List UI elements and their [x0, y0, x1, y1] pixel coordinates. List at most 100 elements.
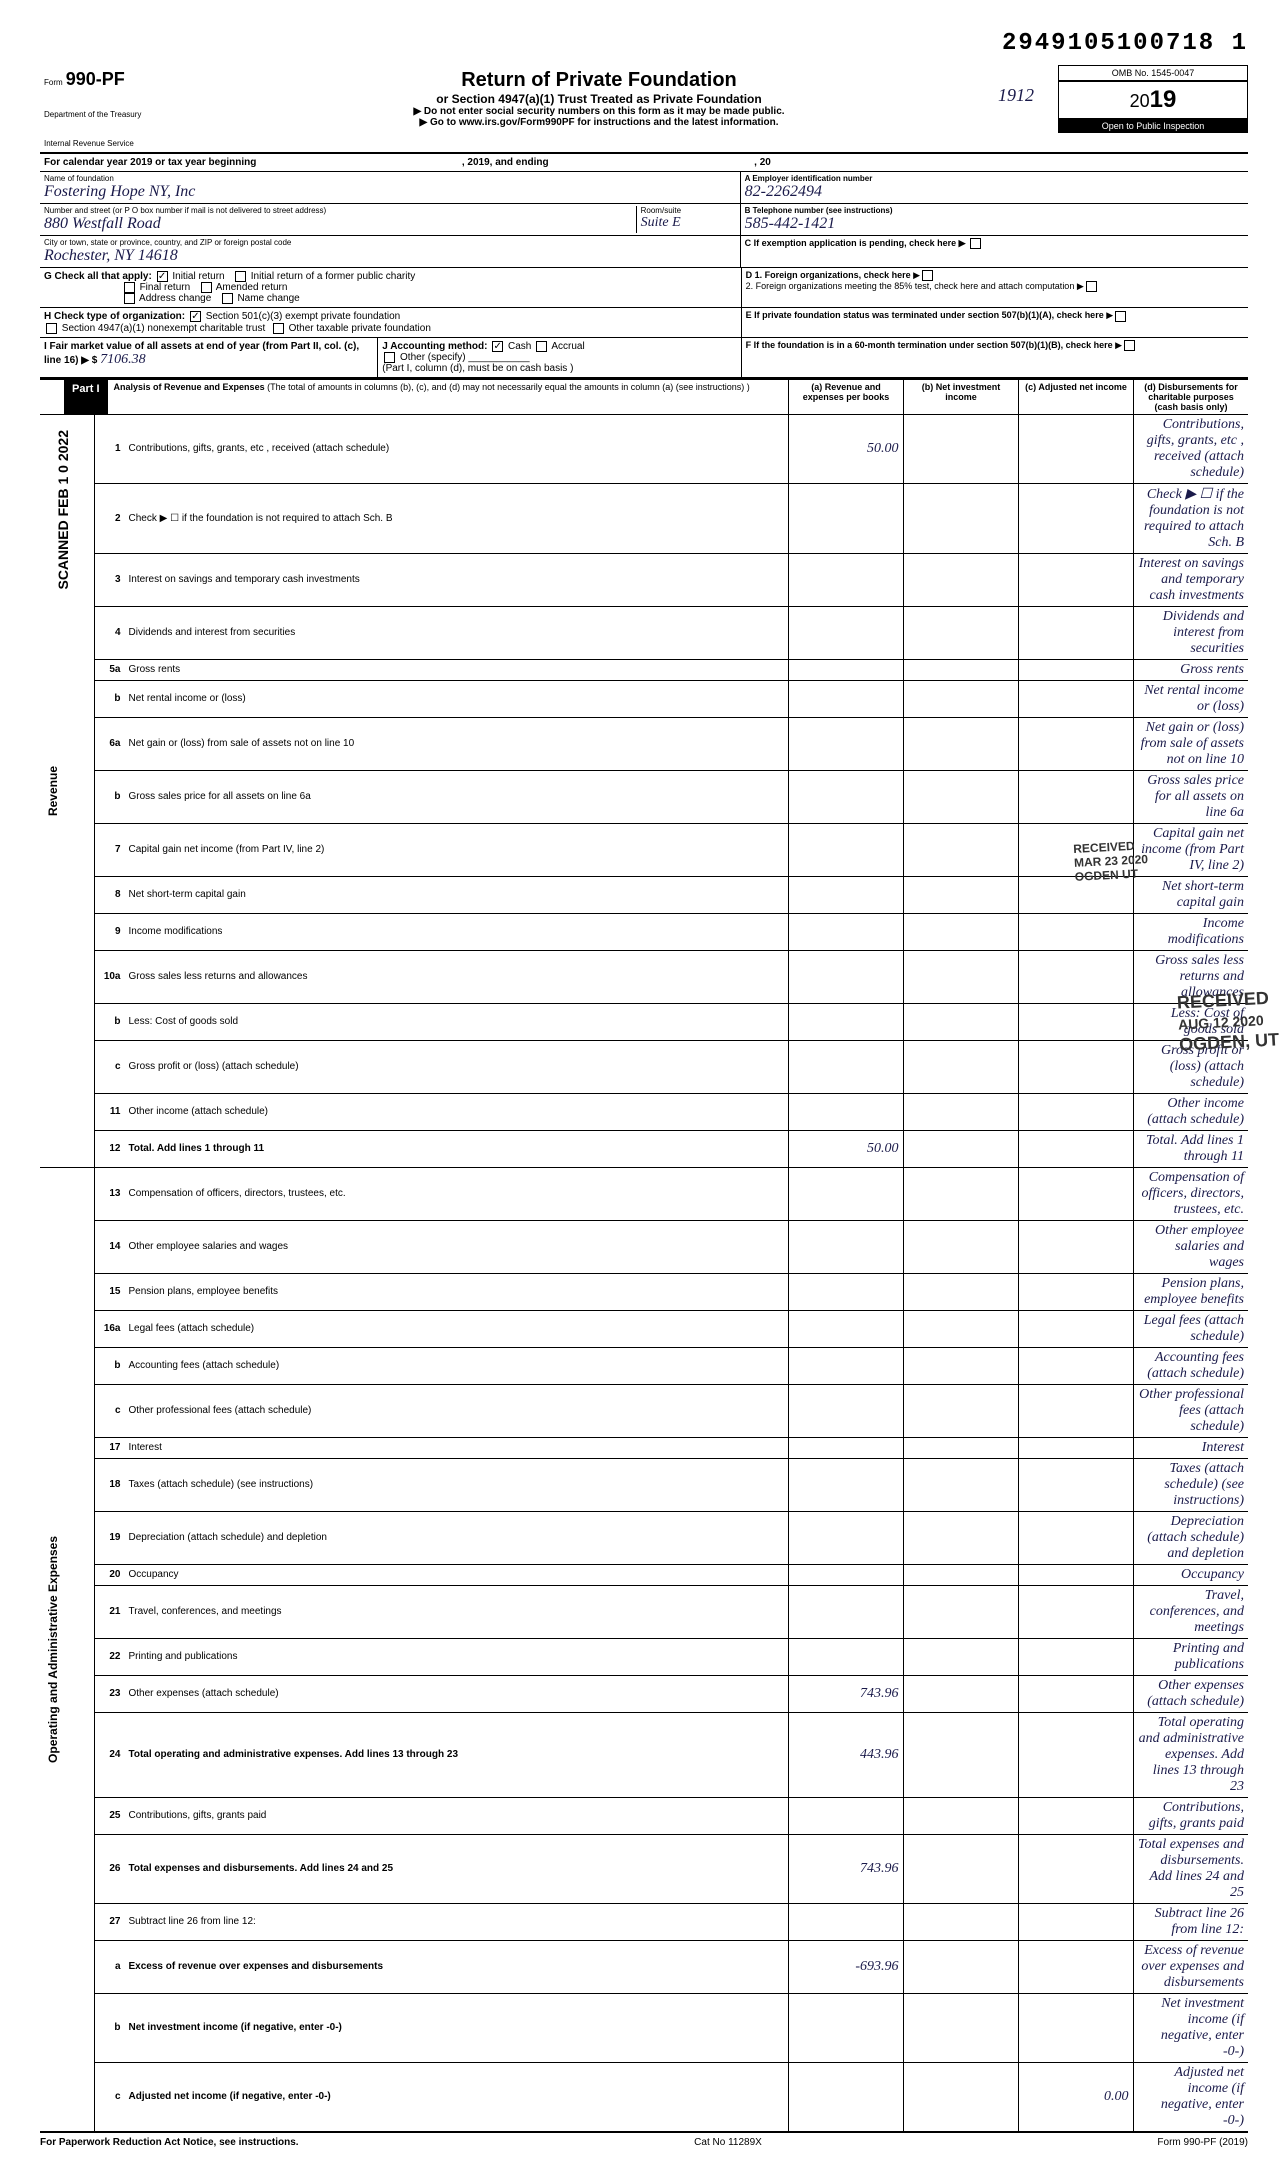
data-cell-d[interactable]: Gross sales price for all assets on line…	[1133, 770, 1248, 823]
data-cell-a[interactable]	[788, 2062, 903, 2131]
data-cell-c[interactable]	[1018, 680, 1133, 717]
data-cell-b[interactable]	[903, 1040, 1018, 1093]
data-cell-a[interactable]	[788, 680, 903, 717]
data-cell-b[interactable]	[903, 1834, 1018, 1903]
data-cell-a[interactable]	[788, 483, 903, 553]
data-cell-a[interactable]: 743.96	[788, 1675, 903, 1712]
j-check-cash[interactable]: ✓	[492, 341, 503, 352]
data-cell-b[interactable]	[903, 1564, 1018, 1585]
data-cell-a[interactable]	[788, 1384, 903, 1437]
data-cell-c[interactable]	[1018, 483, 1133, 553]
g-check-address[interactable]	[124, 293, 135, 304]
data-cell-a[interactable]	[788, 553, 903, 606]
data-cell-b[interactable]	[903, 1993, 1018, 2062]
data-cell-d[interactable]: Contributions, gifts, grants, etc , rece…	[1133, 415, 1248, 484]
data-cell-b[interactable]	[903, 606, 1018, 659]
data-cell-c[interactable]	[1018, 770, 1133, 823]
data-cell-b[interactable]	[903, 717, 1018, 770]
data-cell-c[interactable]: 0.00	[1018, 2062, 1133, 2131]
data-cell-b[interactable]	[903, 1458, 1018, 1511]
g-check-initial[interactable]: ✓	[157, 271, 168, 282]
data-cell-c[interactable]	[1018, 1167, 1133, 1220]
data-cell-c[interactable]	[1018, 950, 1133, 1003]
data-cell-c[interactable]	[1018, 1585, 1133, 1638]
data-cell-d[interactable]: Dividends and interest from securities	[1133, 606, 1248, 659]
data-cell-d[interactable]: Gross rents	[1133, 659, 1248, 680]
data-cell-c[interactable]	[1018, 415, 1133, 484]
h-check-501c3[interactable]: ✓	[190, 311, 201, 322]
data-cell-b[interactable]	[903, 680, 1018, 717]
data-cell-d[interactable]: Interest on savings and temporary cash i…	[1133, 553, 1248, 606]
data-cell-d[interactable]: Interest	[1133, 1437, 1248, 1458]
j-check-accrual[interactable]	[536, 341, 547, 352]
data-cell-a[interactable]	[788, 1220, 903, 1273]
e-check[interactable]	[1115, 311, 1126, 322]
data-cell-a[interactable]	[788, 1167, 903, 1220]
g-check-final[interactable]	[124, 282, 135, 293]
d1-check[interactable]	[922, 270, 933, 281]
data-cell-b[interactable]	[903, 1511, 1018, 1564]
data-cell-c[interactable]	[1018, 1273, 1133, 1310]
data-cell-d[interactable]: Printing and publications	[1133, 1638, 1248, 1675]
data-cell-a[interactable]	[788, 913, 903, 950]
data-cell-b[interactable]	[903, 1903, 1018, 1940]
data-cell-a[interactable]	[788, 1585, 903, 1638]
data-cell-b[interactable]	[903, 1437, 1018, 1458]
ein-value[interactable]: 82-2262494	[745, 183, 1244, 201]
data-cell-b[interactable]	[903, 823, 1018, 876]
data-cell-a[interactable]	[788, 1458, 903, 1511]
data-cell-b[interactable]	[903, 1003, 1018, 1040]
data-cell-d[interactable]: Total. Add lines 1 through 11	[1133, 1130, 1248, 1167]
data-cell-b[interactable]	[903, 1384, 1018, 1437]
data-cell-b[interactable]	[903, 770, 1018, 823]
street-value[interactable]: 880 Westfall Road	[44, 215, 636, 233]
data-cell-c[interactable]	[1018, 553, 1133, 606]
data-cell-c[interactable]	[1018, 606, 1133, 659]
data-cell-b[interactable]	[903, 1797, 1018, 1834]
data-cell-c[interactable]	[1018, 1384, 1133, 1437]
data-cell-b[interactable]	[903, 1940, 1018, 1993]
h-check-other[interactable]	[273, 323, 284, 334]
data-cell-d[interactable]: Legal fees (attach schedule)	[1133, 1310, 1248, 1347]
data-cell-b[interactable]	[903, 1585, 1018, 1638]
data-cell-d[interactable]: Capital gain net income (from Part IV, l…	[1133, 823, 1248, 876]
data-cell-c[interactable]	[1018, 913, 1133, 950]
data-cell-b[interactable]	[903, 1167, 1018, 1220]
data-cell-b[interactable]	[903, 415, 1018, 484]
data-cell-a[interactable]	[788, 1564, 903, 1585]
data-cell-d[interactable]: Other employee salaries and wages	[1133, 1220, 1248, 1273]
data-cell-a[interactable]	[788, 1310, 903, 1347]
city-value[interactable]: Rochester, NY 14618	[44, 247, 736, 265]
data-cell-a[interactable]	[788, 876, 903, 913]
data-cell-d[interactable]: Total expenses and disbursements. Add li…	[1133, 1834, 1248, 1903]
data-cell-a[interactable]	[788, 1797, 903, 1834]
data-cell-b[interactable]	[903, 1273, 1018, 1310]
data-cell-b[interactable]	[903, 1638, 1018, 1675]
data-cell-d[interactable]: Income modifications	[1133, 913, 1248, 950]
data-cell-c[interactable]	[1018, 1310, 1133, 1347]
data-cell-d[interactable]: Check ▶ ☐ if the foundation is not requi…	[1133, 483, 1248, 553]
data-cell-d[interactable]: Other professional fees (attach schedule…	[1133, 1384, 1248, 1437]
data-cell-a[interactable]	[788, 1638, 903, 1675]
data-cell-c[interactable]	[1018, 717, 1133, 770]
data-cell-a[interactable]	[788, 1273, 903, 1310]
data-cell-c[interactable]	[1018, 1638, 1133, 1675]
g-check-amended[interactable]	[201, 282, 212, 293]
data-cell-b[interactable]	[903, 1675, 1018, 1712]
data-cell-a[interactable]: 743.96	[788, 1834, 903, 1903]
data-cell-a[interactable]	[788, 1040, 903, 1093]
data-cell-a[interactable]	[788, 823, 903, 876]
data-cell-c[interactable]	[1018, 1940, 1133, 1993]
data-cell-d[interactable]: Net investment income (if negative, ente…	[1133, 1993, 1248, 2062]
data-cell-b[interactable]	[903, 2062, 1018, 2131]
data-cell-c[interactable]	[1018, 1797, 1133, 1834]
data-cell-d[interactable]: Net short-term capital gain	[1133, 876, 1248, 913]
data-cell-c[interactable]	[1018, 1712, 1133, 1797]
data-cell-b[interactable]	[903, 483, 1018, 553]
data-cell-d[interactable]: Net rental income or (loss)	[1133, 680, 1248, 717]
data-cell-d[interactable]: Subtract line 26 from line 12:	[1133, 1903, 1248, 1940]
room-value[interactable]: Suite E	[641, 215, 736, 231]
data-cell-d[interactable]: Total operating and administrative expen…	[1133, 1712, 1248, 1797]
data-cell-d[interactable]: Accounting fees (attach schedule)	[1133, 1347, 1248, 1384]
data-cell-c[interactable]	[1018, 659, 1133, 680]
